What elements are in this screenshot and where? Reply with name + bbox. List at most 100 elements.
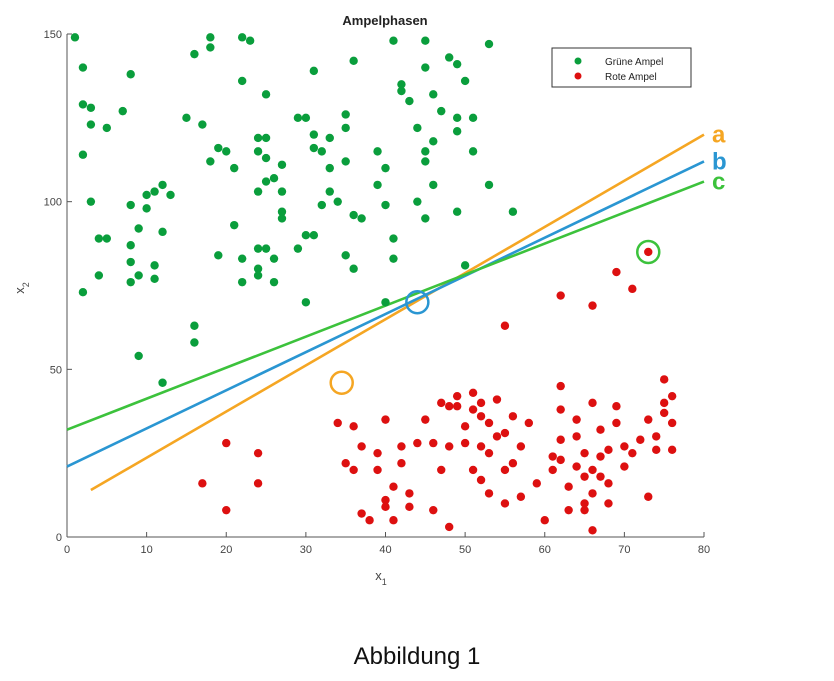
red-point (452, 391, 462, 401)
legend-marker-green (574, 57, 582, 65)
green-point (126, 257, 135, 267)
green-point (253, 147, 263, 156)
green-point (150, 261, 159, 270)
green-point (206, 43, 215, 52)
x-tick-label: 30 (300, 544, 312, 556)
red-point (222, 505, 231, 515)
y-tick-label: 0 (56, 532, 62, 544)
green-point (118, 106, 127, 116)
green-point (293, 113, 303, 123)
red-point (667, 391, 677, 401)
green-point (261, 133, 271, 143)
red-point (604, 445, 613, 455)
red-point (588, 398, 597, 408)
green-point (158, 180, 167, 190)
green-point (397, 80, 406, 89)
red-point (652, 432, 661, 441)
red-point (492, 432, 502, 441)
red-point (556, 455, 565, 465)
green-point (468, 113, 478, 123)
red-point (445, 442, 454, 451)
green-point (78, 288, 88, 297)
red-point (500, 499, 510, 508)
red-point (628, 448, 637, 458)
x-tick-label: 80 (698, 544, 710, 556)
green-point (261, 244, 271, 253)
green-point (158, 227, 167, 237)
green-point (452, 113, 462, 123)
highlight-circle (636, 239, 661, 265)
green-point (373, 180, 382, 190)
green-point (421, 157, 430, 166)
red-point (572, 462, 581, 471)
green-point (357, 214, 366, 223)
red-point (572, 432, 581, 441)
green-point (445, 53, 454, 62)
green-point (452, 207, 462, 216)
red-point (620, 462, 629, 471)
x-tick-label: 70 (618, 544, 630, 556)
red-point (644, 247, 653, 257)
line-b (66, 160, 705, 468)
x-tick-label: 10 (141, 544, 153, 556)
red-point (596, 452, 605, 461)
green-point (333, 197, 342, 206)
green-point (309, 231, 319, 240)
red-point (500, 321, 510, 330)
green-point (222, 147, 231, 156)
red-point (596, 472, 605, 481)
line-label-a: a (712, 122, 726, 149)
green-point (269, 277, 279, 287)
green-point (429, 180, 438, 190)
green-point (126, 241, 135, 250)
green-point (301, 113, 311, 123)
red-point (588, 301, 597, 310)
green-point (341, 110, 350, 119)
green-point (269, 173, 279, 183)
green-point (190, 338, 199, 347)
green-point (484, 180, 494, 190)
green-point (421, 63, 430, 72)
legend-marker-red (574, 72, 582, 80)
green-point (277, 207, 287, 216)
green-point (317, 200, 326, 210)
green-point (261, 153, 271, 163)
red-point (445, 522, 454, 532)
x-axis-label: x1 (375, 568, 387, 587)
green-point (198, 120, 207, 129)
red-point (556, 405, 565, 414)
red-point (564, 505, 573, 515)
green-point (309, 66, 319, 76)
red-point (644, 415, 653, 424)
y-tick-label: 150 (44, 29, 62, 41)
green-point (309, 143, 319, 153)
red-point (405, 489, 414, 498)
red-point (468, 405, 478, 414)
x-tick-label: 0 (64, 544, 70, 556)
red-point (429, 505, 438, 515)
red-point (644, 492, 653, 501)
red-point (620, 442, 629, 451)
green-point (437, 106, 446, 116)
y-tick-label: 50 (50, 364, 62, 376)
axis-ticks: 0 10 20 30 40 50 60 70 80 0 50 100 150 (44, 29, 710, 556)
green-point (429, 90, 438, 99)
red-point (604, 479, 613, 488)
red-point (468, 388, 478, 398)
green-point (214, 143, 223, 153)
green-point (413, 197, 422, 206)
red-point (667, 418, 677, 428)
red-point (333, 418, 342, 428)
x-tick-label: 50 (459, 544, 471, 556)
red-point (421, 415, 430, 424)
red-point (556, 435, 565, 444)
red-point (636, 435, 645, 444)
green-point (421, 36, 430, 45)
green-point (166, 190, 175, 200)
red-point (198, 479, 207, 488)
green-point (397, 86, 406, 96)
green-point (86, 120, 96, 129)
red-point (580, 472, 589, 481)
green-point (452, 59, 462, 69)
red-point (548, 465, 557, 475)
